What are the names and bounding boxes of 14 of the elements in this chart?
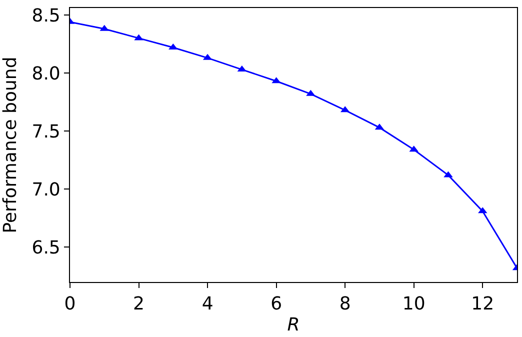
y-tick-label: 6.5 (32, 237, 60, 258)
x-tick-label: 2 (133, 294, 144, 315)
y-tick-label: 8.0 (32, 63, 60, 84)
y-tick-label: 7.5 (32, 121, 60, 142)
x-tick-label: 4 (202, 294, 214, 315)
x-tick-label: 6 (270, 294, 282, 315)
y-tick-label: 8.5 (32, 5, 60, 26)
y-tick-label: 7.0 (32, 179, 60, 200)
x-tick-label: 8 (339, 294, 351, 315)
y-axis-title: Performance bound (0, 56, 21, 234)
x-tick-label: 0 (64, 294, 76, 315)
x-axis-title: R (287, 314, 300, 336)
x-tick-label: 12 (471, 294, 494, 315)
x-tick-label: 10 (402, 294, 426, 315)
